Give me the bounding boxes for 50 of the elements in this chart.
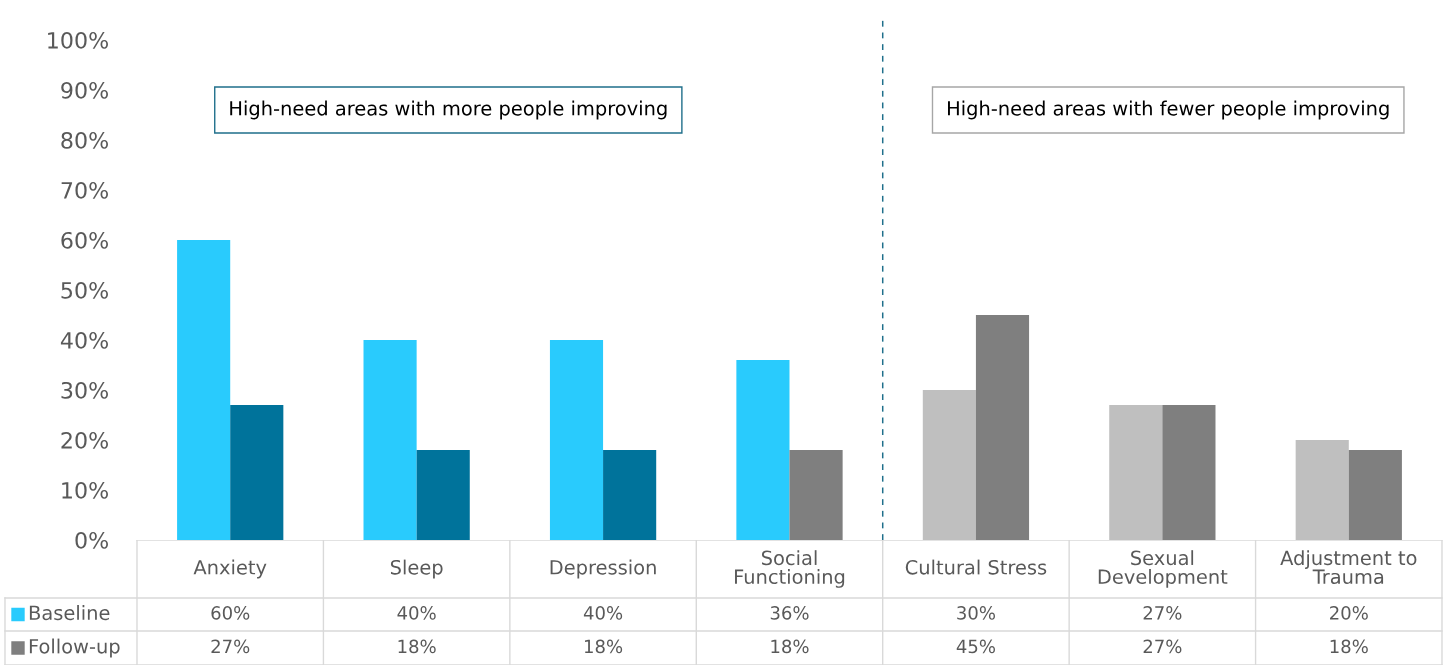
y-tick-label: 40% — [60, 331, 108, 349]
legend-label: Baseline — [29, 605, 110, 621]
bar — [1162, 405, 1216, 540]
bar — [177, 240, 231, 540]
data-label: 60% — [211, 606, 250, 620]
y-tick-label: 30% — [61, 381, 108, 399]
bar — [363, 340, 417, 540]
data-label: 18% — [771, 639, 809, 654]
annotation: High-need areas with more people improving — [230, 100, 667, 120]
bar — [1348, 450, 1402, 540]
data-label: 45% — [956, 639, 995, 654]
data-label: 36% — [770, 606, 809, 620]
y-tick-label: 80% — [61, 131, 108, 149]
bar — [230, 405, 284, 540]
y-tick-label: 50% — [61, 281, 108, 299]
bar — [736, 360, 790, 540]
y-tick-label: 90% — [61, 81, 108, 99]
bar — [975, 315, 1030, 540]
data-label: 27% — [211, 639, 250, 654]
data-label: 40% — [583, 606, 623, 620]
bar — [416, 450, 470, 540]
annotation: High-need areas with fewer people improving — [948, 100, 1389, 120]
data-label: 20% — [1330, 606, 1368, 620]
data-label: 18% — [398, 639, 436, 654]
bar — [1295, 440, 1349, 540]
bar — [922, 390, 976, 540]
x-tick-label: Sleep — [390, 559, 443, 579]
data-label: 27% — [1143, 606, 1182, 620]
bar — [603, 450, 657, 540]
x-tick-label: Depression — [550, 559, 656, 579]
data-label: 30% — [957, 606, 995, 620]
bar — [789, 450, 843, 540]
y-tick-label: 10% — [62, 481, 108, 499]
x-tick-label: Adjustment to Trauma — [1280, 550, 1417, 585]
y-tick-label: 0% — [75, 531, 108, 549]
y-tick-label: 20% — [61, 431, 108, 449]
x-tick-label: Cultural Stress — [905, 559, 1047, 575]
data-label: 27% — [1143, 639, 1182, 654]
bar — [1109, 405, 1163, 540]
data-label: 40% — [397, 606, 436, 620]
y-tick-label: 60% — [61, 231, 108, 249]
data-label: 18% — [584, 639, 623, 654]
x-tick-label: Social Functioning — [735, 550, 845, 588]
x-tick-label: Anxiety — [193, 559, 267, 579]
bar — [549, 340, 604, 540]
x-tick-label: Sexual Development — [1098, 550, 1228, 588]
legend-label: Follow-up — [29, 638, 120, 658]
y-tick-label: 100% — [48, 31, 108, 49]
y-tick-label: 70% — [61, 181, 108, 199]
data-label: 18% — [1330, 639, 1368, 654]
